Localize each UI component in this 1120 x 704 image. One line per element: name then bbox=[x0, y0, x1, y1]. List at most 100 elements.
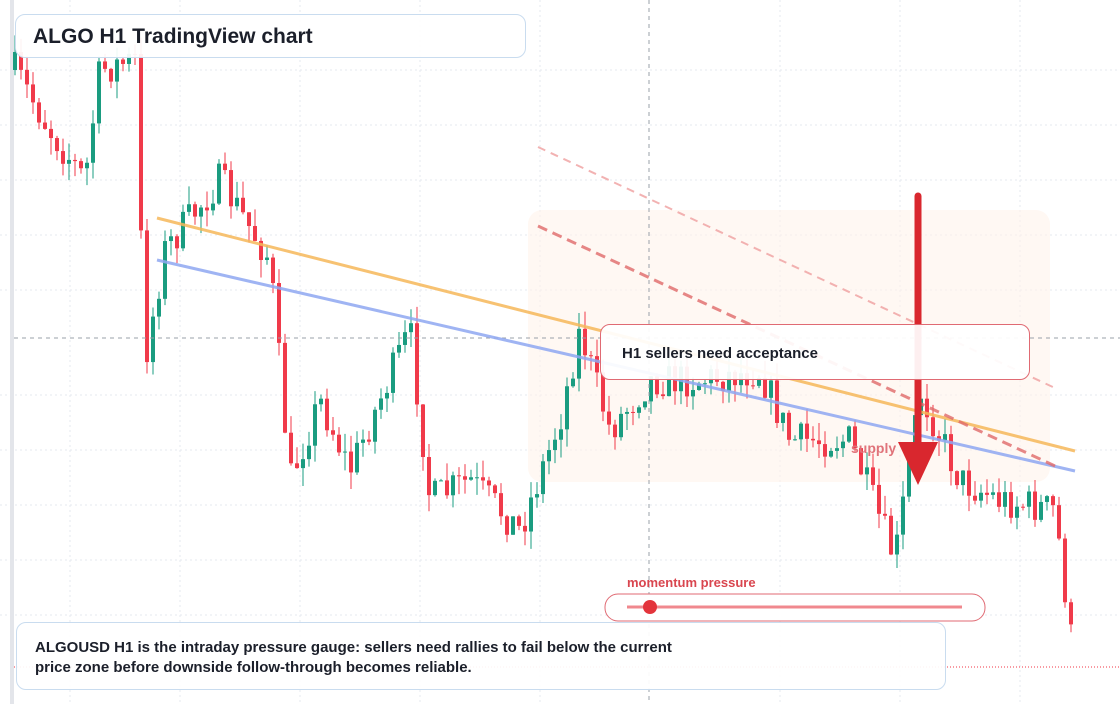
candle bbox=[817, 440, 821, 445]
candle bbox=[991, 492, 995, 495]
candle bbox=[703, 383, 707, 385]
candle bbox=[379, 398, 383, 410]
candle bbox=[457, 475, 461, 477]
candle bbox=[655, 376, 659, 395]
candle bbox=[325, 398, 329, 431]
candle bbox=[1045, 496, 1049, 502]
candle bbox=[1021, 506, 1025, 508]
candle bbox=[439, 480, 443, 482]
candle bbox=[565, 386, 569, 430]
candle bbox=[259, 240, 263, 261]
candle bbox=[1069, 602, 1073, 625]
candle bbox=[451, 475, 455, 496]
candle bbox=[493, 485, 497, 494]
candle bbox=[253, 226, 257, 241]
candle bbox=[967, 470, 971, 496]
candle bbox=[985, 492, 989, 495]
candle bbox=[487, 480, 491, 486]
candle bbox=[511, 516, 515, 535]
candle bbox=[271, 257, 275, 284]
candle bbox=[283, 342, 287, 433]
candle bbox=[535, 494, 539, 498]
candle bbox=[211, 203, 215, 211]
candle bbox=[115, 59, 119, 82]
candle bbox=[541, 461, 545, 495]
candle bbox=[337, 434, 341, 453]
candle bbox=[235, 197, 239, 207]
candle bbox=[901, 496, 905, 535]
candle bbox=[391, 352, 395, 393]
candle bbox=[421, 404, 425, 458]
candle bbox=[925, 398, 929, 418]
candle bbox=[955, 471, 959, 486]
candle bbox=[445, 480, 449, 496]
candle bbox=[163, 241, 167, 299]
zone-label: supply bbox=[851, 440, 897, 456]
candle bbox=[25, 69, 29, 85]
candle bbox=[319, 398, 323, 405]
candle bbox=[331, 430, 335, 435]
candle bbox=[313, 404, 317, 446]
arrow-head bbox=[898, 442, 938, 485]
candle bbox=[1009, 492, 1013, 518]
candle bbox=[997, 492, 1001, 507]
candle bbox=[601, 372, 605, 412]
candle bbox=[637, 407, 641, 413]
candle bbox=[367, 439, 371, 442]
candle bbox=[1051, 496, 1055, 506]
candle bbox=[97, 61, 101, 124]
candle bbox=[85, 162, 89, 169]
candle bbox=[517, 516, 521, 526]
candle bbox=[529, 497, 533, 532]
candle bbox=[169, 236, 173, 242]
candle bbox=[907, 458, 911, 497]
candle bbox=[67, 159, 71, 164]
candle bbox=[397, 344, 401, 353]
candle bbox=[73, 159, 77, 162]
candle bbox=[889, 515, 893, 555]
candle bbox=[37, 102, 41, 123]
candle bbox=[175, 236, 179, 249]
candle bbox=[577, 328, 581, 379]
candle bbox=[43, 122, 47, 129]
candle bbox=[727, 371, 731, 391]
candle bbox=[811, 438, 815, 441]
left-edge bbox=[10, 0, 14, 704]
candle bbox=[871, 467, 875, 485]
candle bbox=[1039, 501, 1043, 520]
candle bbox=[643, 401, 647, 408]
candle bbox=[1003, 492, 1007, 507]
candle bbox=[277, 283, 281, 343]
candle bbox=[865, 467, 869, 475]
candle bbox=[1027, 491, 1031, 507]
candle bbox=[151, 316, 155, 363]
candle bbox=[427, 457, 431, 496]
candle bbox=[223, 163, 227, 171]
candle bbox=[799, 423, 803, 440]
candle bbox=[823, 444, 827, 457]
candle bbox=[763, 378, 767, 398]
candle bbox=[793, 439, 797, 441]
candle bbox=[877, 484, 881, 514]
candle bbox=[829, 450, 833, 457]
candle bbox=[265, 257, 269, 261]
candle bbox=[295, 463, 299, 469]
candle bbox=[691, 389, 695, 397]
candle bbox=[859, 448, 863, 475]
candle bbox=[631, 411, 635, 413]
candle bbox=[559, 429, 563, 440]
candle bbox=[469, 477, 473, 480]
candle bbox=[1057, 505, 1061, 539]
candle bbox=[781, 412, 785, 423]
candle bbox=[973, 495, 977, 501]
candle bbox=[415, 323, 419, 405]
candle bbox=[349, 451, 353, 473]
candle bbox=[181, 211, 185, 249]
candle bbox=[229, 170, 233, 207]
candle bbox=[241, 197, 245, 213]
candle bbox=[949, 434, 953, 472]
candle bbox=[31, 84, 35, 103]
candle bbox=[157, 298, 161, 317]
candle bbox=[109, 68, 113, 82]
